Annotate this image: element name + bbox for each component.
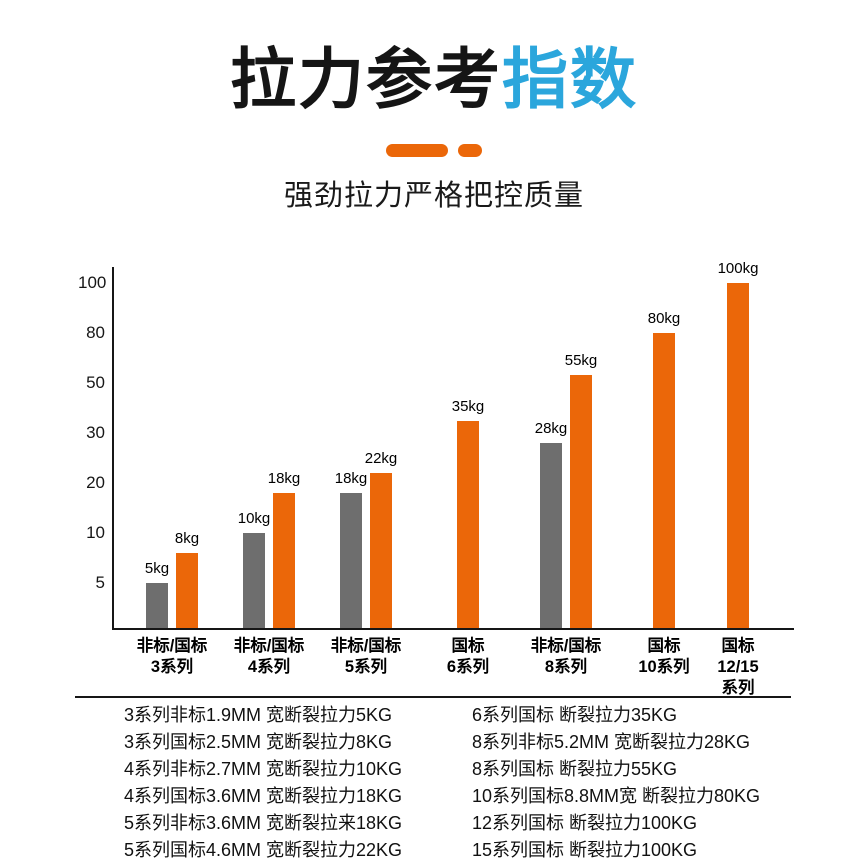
- x-category-label: 非标/国标 3系列: [136, 637, 208, 676]
- x-axis-line: [112, 628, 794, 630]
- bar-nonstandard: [243, 533, 265, 628]
- spec-item: 10系列国标8.8MM宽 断裂拉力80KG: [472, 786, 761, 806]
- bar-value-label: 18kg: [334, 470, 368, 487]
- y-tick-label: 30: [86, 423, 105, 442]
- title-underline-long-dash: [386, 144, 448, 157]
- y-tick-label: 5: [95, 573, 105, 592]
- bar-value-label: 8kg: [174, 530, 200, 547]
- spec-item: 5系列国标4.6MM 宽断裂拉力22KG: [124, 840, 403, 860]
- tension-bar-chart: 5 10 20 30 50 80 100 5kg 8kg 10kg 18kg 18kg 22kg 35kg…: [78, 255, 794, 700]
- spec-list-right: 6系列国标 断裂拉力35KG 8系列非标5.2MM 宽断裂拉力28KG 8系列国标 …: [472, 702, 760, 864]
- spec-item: 5系列非标3.6MM 宽断裂拉来18KG: [124, 813, 403, 833]
- bar-value-label: 22kg: [364, 450, 398, 467]
- title-underline: [0, 144, 868, 157]
- x-category-label: 国标 12/15 系列: [717, 637, 759, 697]
- bar-standard: [176, 553, 198, 628]
- bar-standard: [457, 420, 479, 628]
- bar-value-label: 28kg: [534, 420, 568, 437]
- x-category-label: 非标/国标 8系列: [530, 637, 602, 676]
- bar-nonstandard: [146, 583, 168, 628]
- bar-value-label: 100kg: [717, 260, 759, 277]
- bar-value-label: 55kg: [564, 351, 598, 369]
- page-title-black: 拉力参考: [230, 42, 502, 116]
- spec-item: 4系列非标2.7MM 宽断裂拉力10KG: [124, 759, 403, 779]
- bar-value-label: 5kg: [144, 560, 170, 577]
- bar-value-label: 18kg: [267, 470, 301, 487]
- x-category-label: 国标 10系列: [638, 637, 690, 676]
- bar-standard: [727, 283, 749, 628]
- spec-item: 3系列国标2.5MM 宽断裂拉力8KG: [124, 732, 393, 752]
- bar-value-label: 35kg: [451, 397, 485, 415]
- subtitle: 强劲拉力严格把控质量: [283, 180, 584, 212]
- y-tick-label: 50: [86, 373, 105, 392]
- spec-item: 8系列非标5.2MM 宽断裂拉力28KG: [472, 732, 751, 752]
- spec-item: 8系列国标 断裂拉力55KG: [472, 759, 678, 779]
- y-axis-line: [112, 267, 114, 630]
- bar-standard: [370, 473, 392, 628]
- spec-item: 12系列国标 断裂拉力100KG: [472, 813, 698, 833]
- bar-standard: [570, 374, 592, 628]
- page-title-accent: 指数: [502, 42, 638, 116]
- x-category-label: 非标/国标 4系列: [233, 637, 305, 676]
- page-title: 拉力参考指数: [0, 26, 868, 122]
- x-category-label: 国标 6系列: [446, 637, 490, 676]
- chart-plot-area: 5 10 20 30 50 80 100 5kg 8kg 10kg 18kg 18kg 22kg 35kg…: [78, 255, 794, 630]
- bar-nonstandard: [540, 443, 562, 628]
- section-divider: [75, 696, 791, 698]
- spec-item: 4系列国标3.6MM 宽断裂拉力18KG: [124, 786, 403, 806]
- spec-item: 15系列国标 断裂拉力100KG: [472, 840, 698, 860]
- bar-standard: [653, 333, 675, 628]
- y-tick-label: 20: [86, 473, 105, 492]
- bar-value-label: 10kg: [237, 510, 271, 527]
- bar-standard: [273, 493, 295, 628]
- spec-list-left: 3系列非标1.9MM 宽断裂拉力5KG 3系列国标2.5MM 宽断裂拉力8KG 4系…: [124, 702, 402, 864]
- title-underline-short-dash: [458, 144, 482, 157]
- spec-item: 6系列国标 断裂拉力35KG: [472, 705, 678, 725]
- bar-value-label: 80kg: [647, 310, 681, 327]
- y-tick-label: 100: [78, 273, 107, 292]
- y-tick-label: 80: [86, 323, 105, 342]
- x-category-label: 非标/国标 5系列: [330, 637, 402, 676]
- bar-nonstandard: [340, 493, 362, 628]
- spec-item: 3系列非标1.9MM 宽断裂拉力5KG: [124, 705, 393, 725]
- y-tick-label: 10: [86, 523, 105, 542]
